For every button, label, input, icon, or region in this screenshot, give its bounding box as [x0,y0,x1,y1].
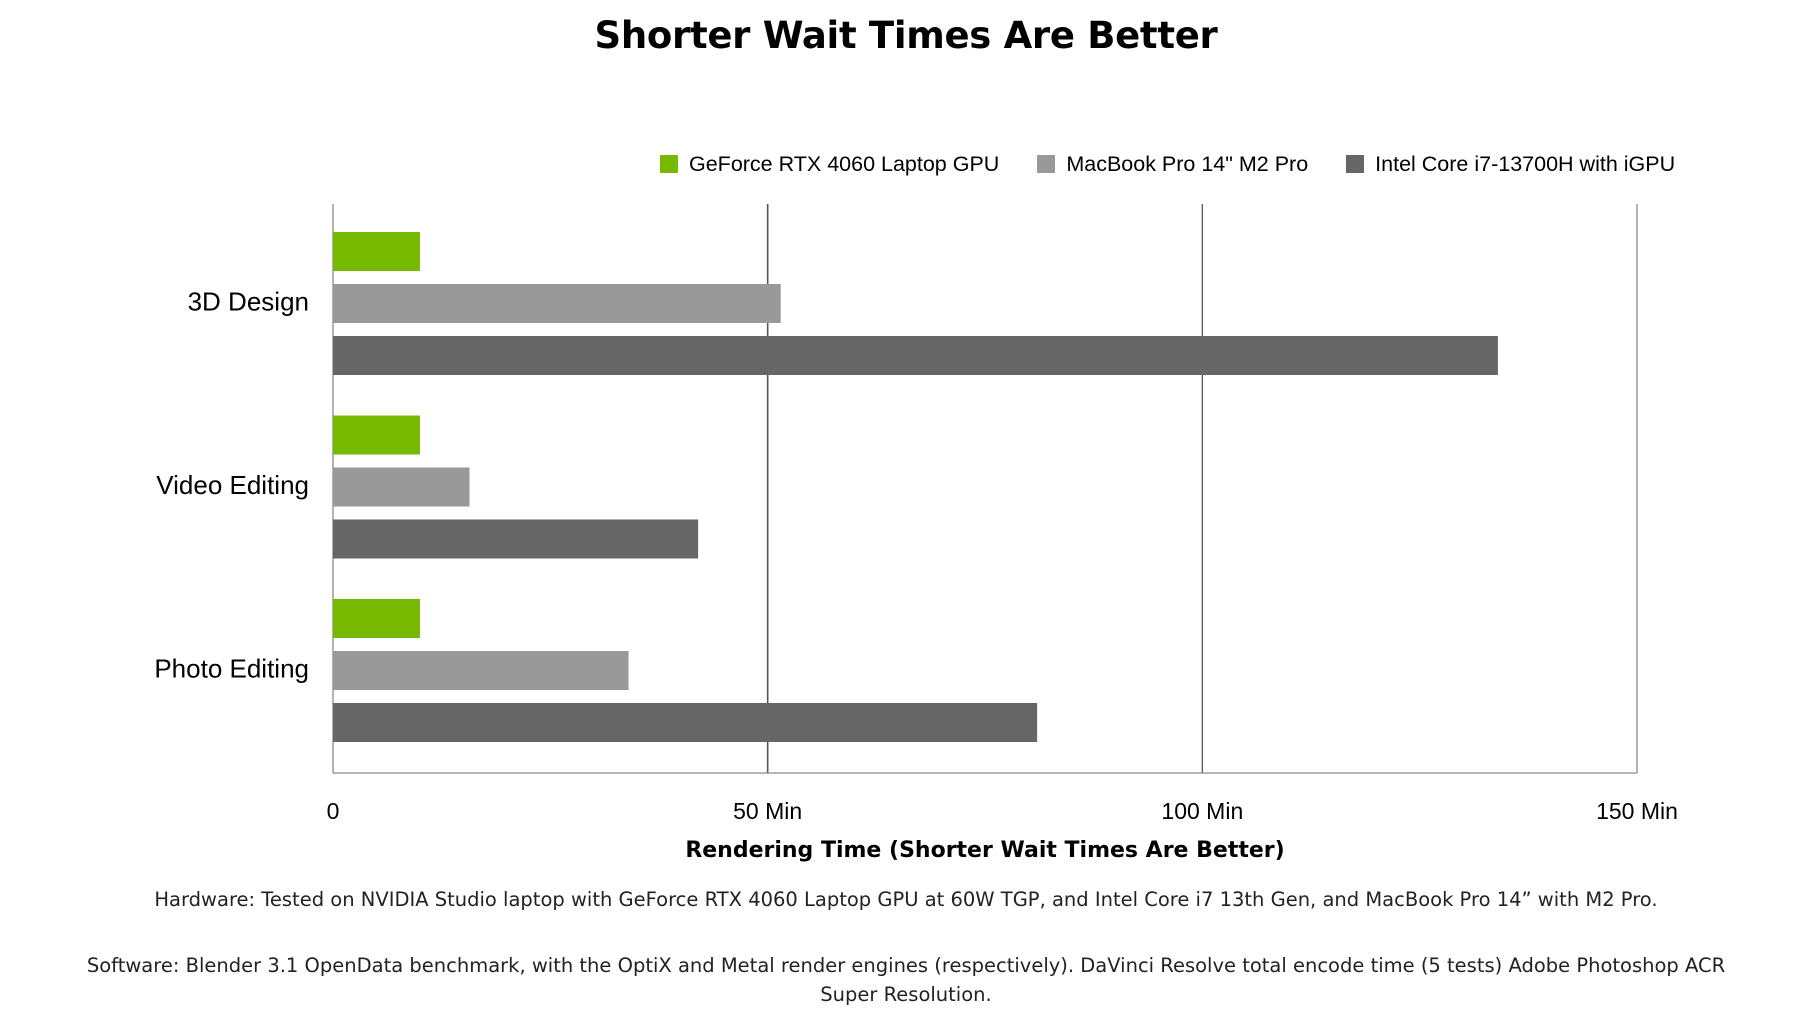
category-label: Video Editing [156,470,309,500]
legend: GeForce RTX 4060 Laptop GPU MacBook Pro 1… [660,149,1713,179]
legend-item-3: Intel Core i7-13700H with iGPU [1346,152,1675,177]
software-note: Software: Blender 3.1 OpenData benchmark… [86,954,1726,1006]
bar-3d-design-series-3 [333,336,1498,375]
category-label: 3D Design [188,286,309,316]
bar-3d-design-series-1 [333,232,420,271]
x-tick-label: 0 [327,798,340,824]
x-tick-label: 150 Min [1596,798,1678,824]
legend-swatch [1346,155,1365,173]
legend-item-1: GeForce RTX 4060 Laptop GPU [660,152,999,177]
legend-label: MacBook Pro 14" M2 Pro [1066,151,1309,176]
category-label: Photo Editing [154,653,309,683]
bar-photo-editing-series-1 [333,599,420,638]
bar-video-editing-series-3 [333,519,699,559]
legend-swatch [1037,155,1056,173]
legend-item-2: MacBook Pro 14" M2 Pro [1037,152,1308,177]
chart-title: Shorter Wait Times Are Better [594,14,1218,57]
legend-label: Intel Core i7-13700H with iGPU [1375,151,1676,176]
x-tick-label: 100 Min [1161,798,1243,824]
bar-photo-editing-series-3 [333,703,1038,742]
x-axis-title: Rendering Time (Shorter Wait Times Are B… [685,838,1284,863]
legend-label: GeForce RTX 4060 Laptop GPU [689,151,1000,176]
bar-photo-editing-series-2 [333,651,629,690]
legend-swatch [660,155,678,173]
x-tick-label: 50 Min [733,798,802,824]
bar-video-editing-series-1 [333,415,420,455]
bar-video-editing-series-2 [333,467,470,507]
bar-3d-design-series-2 [333,284,781,323]
hardware-note: Hardware: Tested on NVIDIA Studio laptop… [154,888,1658,911]
